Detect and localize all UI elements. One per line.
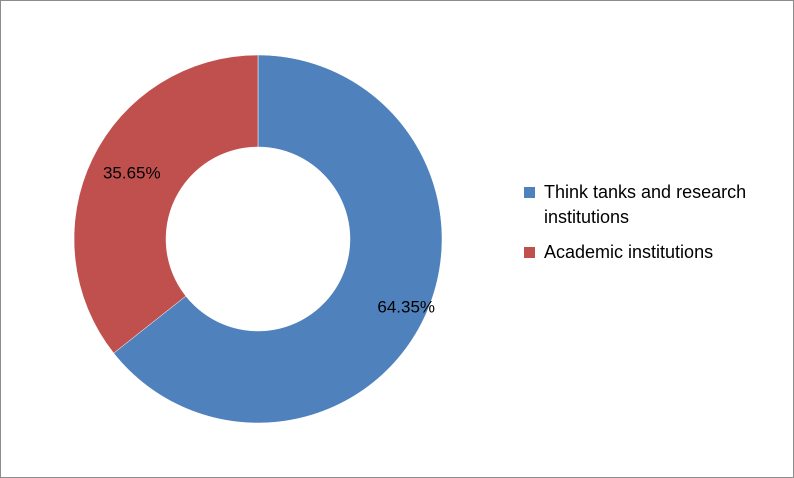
legend-label-think-tanks: Think tanks and research institutions [544, 182, 747, 227]
data-label-academic-institutions: 35.65% [103, 163, 161, 182]
legend-swatch-think-tanks [524, 187, 535, 198]
legend: Think tanks and research institutions Ac… [524, 180, 784, 275]
data-labels: 64.35% 35.65% [103, 163, 435, 316]
legend-label-academic: Academic institutions [544, 242, 714, 262]
slice-think-tanks-and-research-institutions [113, 54, 443, 424]
data-label-think-tanks-and-research-institutions: 64.35% [377, 298, 435, 317]
legend-item-academic: Academic institutions [524, 240, 784, 265]
legend-swatch-academic [524, 247, 535, 258]
slice-academic-institutions [73, 54, 259, 354]
legend-item-think-tanks: Think tanks and research institutions [524, 180, 784, 230]
donut-slices [73, 54, 443, 424]
